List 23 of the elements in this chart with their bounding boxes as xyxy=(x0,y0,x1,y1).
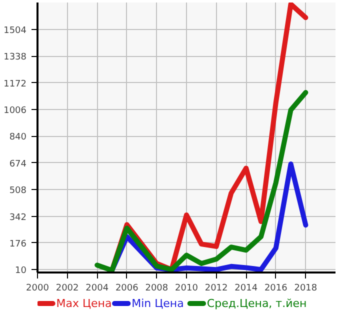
x-tick-label: 2002 xyxy=(56,284,79,294)
legend-label: Min Цена xyxy=(132,297,184,310)
x-tick-label: 2000 xyxy=(26,284,50,294)
y-tick-label: 840 xyxy=(9,132,27,143)
x-tick-label: 2004 xyxy=(86,284,109,294)
x-tick-label: 2016 xyxy=(264,284,288,294)
legend-label: Сред.Цена, т.йен xyxy=(206,297,307,310)
y-tick-label: 508 xyxy=(9,186,27,196)
x-tick-label: 2018 xyxy=(294,284,318,294)
y-tick-label: 10 xyxy=(15,266,27,276)
y-tick-label: 1338 xyxy=(4,52,27,63)
x-tick-label: 2014 xyxy=(234,284,258,294)
legend-label: Max Цена xyxy=(56,297,112,310)
y-tick-label: 342 xyxy=(9,212,27,223)
y-tick-label: 1504 xyxy=(4,26,27,36)
y-tick-label: 176 xyxy=(9,239,27,250)
y-tick-label: 1006 xyxy=(4,106,27,116)
x-tick-label: 2006 xyxy=(115,284,139,294)
y-tick-label: 1172 xyxy=(4,79,26,90)
x-tick-label: 2010 xyxy=(175,284,198,294)
x-tick-label: 2008 xyxy=(145,284,168,294)
y-tick-label: 674 xyxy=(9,159,27,170)
x-tick-label: 2012 xyxy=(204,284,228,294)
